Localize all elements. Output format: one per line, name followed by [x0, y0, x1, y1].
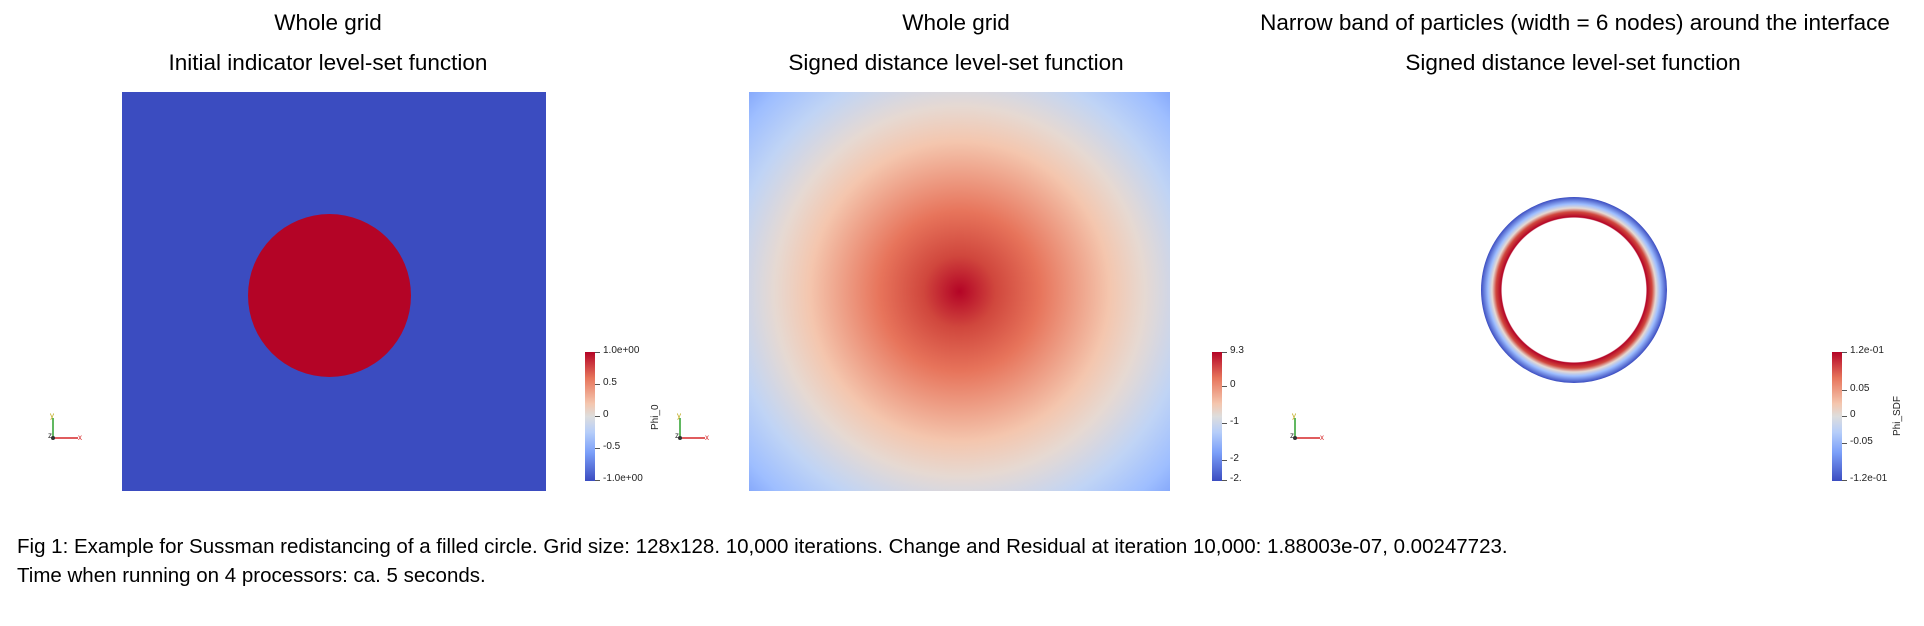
svg-text:y: y: [1292, 411, 1296, 420]
panel1-colorbar-tick: 1.0e+00: [603, 345, 640, 356]
svg-text:x: x: [705, 433, 709, 442]
panel1-colorbar-tick: 0: [603, 409, 609, 420]
panel1-indicator-plot: [122, 92, 546, 491]
panel1-colorbar-tick: -1.0e+00: [603, 473, 643, 484]
panel2-title-line1: Whole grid: [902, 10, 1010, 35]
panel3-colorbar-title: Phi_SDF: [1892, 395, 1903, 436]
panel3-title-line1: Narrow band of particles (width = 6 node…: [1260, 10, 1890, 35]
triad-x-label: x: [78, 433, 82, 442]
panel3-colorbar-tick: 1.2e-01: [1850, 345, 1884, 356]
panel2-axes-triad: y z x: [675, 410, 715, 446]
panel2-title-line2: Signed distance level-set function: [788, 50, 1124, 75]
panel3-colorbar-tick: -0.05: [1850, 436, 1873, 447]
panel1-colorbar-tick: 0.5: [603, 377, 617, 388]
panel2-colorbar-tick: -2.: [1230, 473, 1242, 484]
figure-caption-line1: Fig 1: Example for Sussman redistancing …: [17, 535, 1508, 558]
panel3-colorbar-tick: -1.2e-01: [1850, 473, 1888, 484]
panel1-colorbar-tick: -0.5: [603, 441, 621, 452]
panel1-colorbar: [585, 352, 595, 481]
panel3-narrow-band-ring: [1481, 197, 1667, 383]
panel2-colorbar: [1212, 352, 1222, 481]
panel1-axes-triad: y z x: [48, 410, 88, 446]
svg-text:x: x: [1320, 433, 1324, 442]
panel2-sdf-plot: [749, 92, 1170, 491]
panel1-filled-circle: [248, 214, 411, 377]
panel2-colorbar-tick: -2: [1230, 453, 1239, 464]
panel1-colorbar-title: Phi_0: [650, 404, 661, 430]
svg-text:z: z: [1290, 431, 1294, 440]
panel3-colorbar-tick: 0.05: [1850, 383, 1870, 394]
panel2-colorbar-tick: -1: [1230, 416, 1239, 427]
svg-text:z: z: [675, 431, 679, 440]
triad-z-label: z: [48, 431, 52, 440]
panel1-title-line1: Whole grid: [274, 10, 382, 35]
panel2-colorbar-tick: 9.3: [1230, 345, 1244, 356]
svg-text:y: y: [677, 411, 681, 420]
panel3-colorbar-tick: 0: [1850, 409, 1856, 420]
panel3-title-line2: Signed distance level-set function: [1405, 50, 1741, 75]
figure-caption-line2: Time when running on 4 processors: ca. 5…: [17, 564, 486, 587]
panel2-colorbar-tick: 0: [1230, 379, 1236, 390]
panel3-axes-triad: y z x: [1290, 410, 1330, 446]
triad-y-label: y: [50, 411, 54, 420]
panel3-colorbar: [1832, 352, 1842, 481]
panel1-title-line2: Initial indicator level-set function: [168, 50, 488, 75]
